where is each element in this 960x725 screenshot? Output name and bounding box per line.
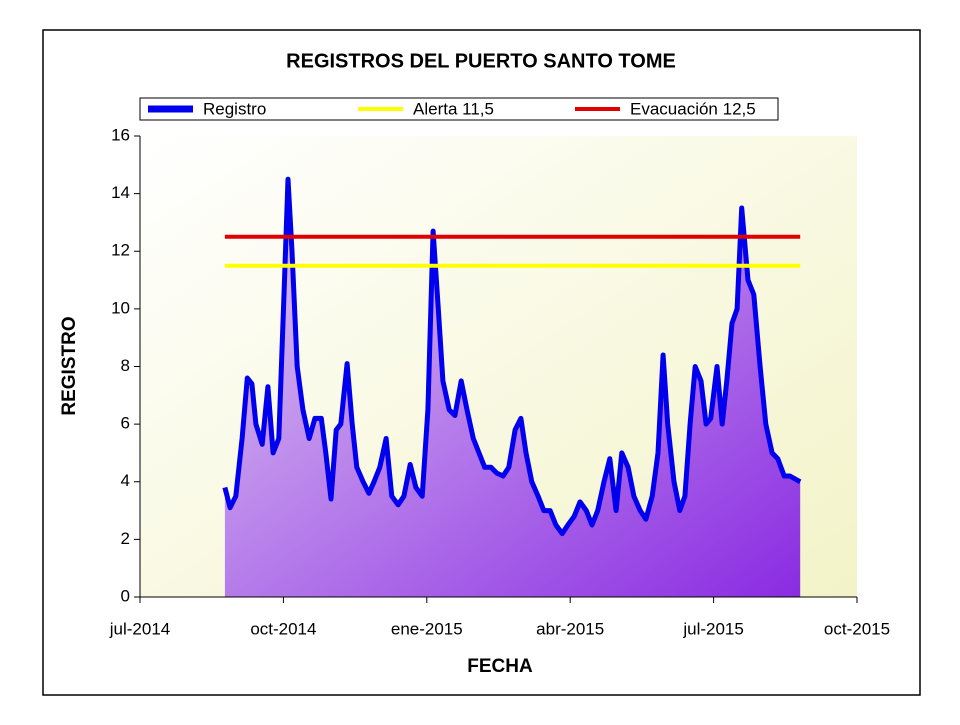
x-tick-label: oct-2015 [824,619,890,638]
legend-label: Alerta 11,5 [413,99,494,118]
y-tick-label: 16 [111,125,130,144]
line [222,176,802,537]
y-tick-label: 0 [121,586,130,605]
legend [139,97,779,121]
y-axis-label: REGISTRO [59,316,80,415]
y-tick-label: 8 [121,356,130,375]
x-tick-label: oct-2014 [250,619,316,638]
x-tick-label: jul-2015 [682,619,744,638]
x-tick-label: abr-2015 [536,619,604,638]
y-tick-label: 10 [111,298,130,317]
area [224,179,801,597]
x-tick-label: jul-2014 [109,619,171,638]
y-tick-label: 12 [111,241,130,260]
y-tick-label: 2 [121,529,130,548]
y-tick-label: 14 [111,183,130,202]
y-tick-label: 6 [121,414,130,433]
legend-label: Evacuación 12,5 [630,99,756,118]
x-tick-label: ene-2015 [391,619,463,638]
x-axis-label: FECHA [467,656,533,677]
y-tick-label: 4 [121,471,130,490]
chart-title: REGISTROS DEL PUERTO SANTO TOME [286,50,676,72]
legend-label: Registro [203,99,266,118]
